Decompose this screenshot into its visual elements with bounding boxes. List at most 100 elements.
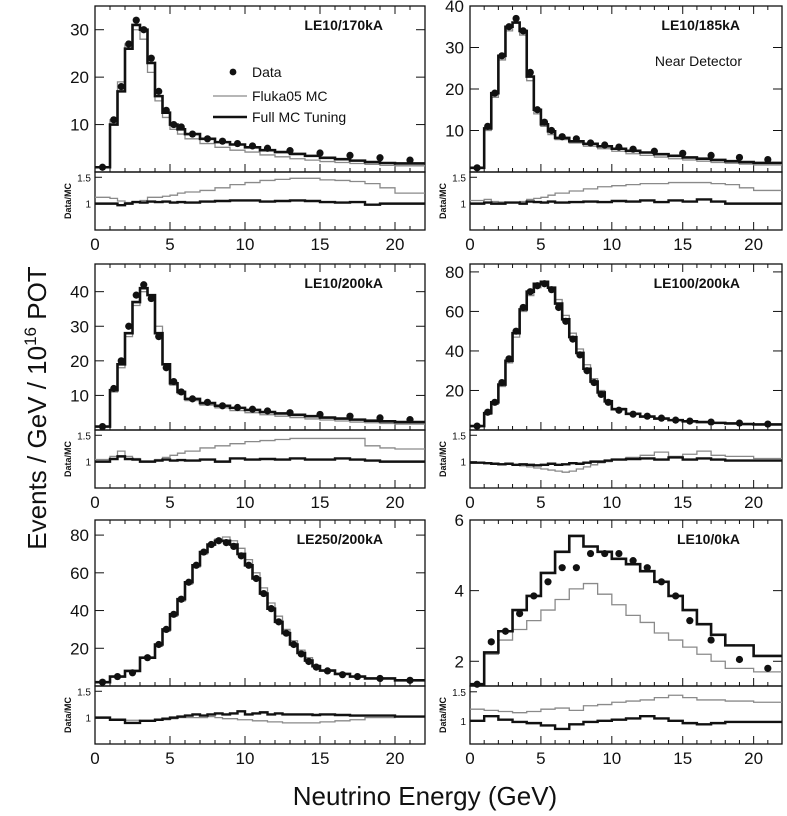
y-tick-label: 20 bbox=[70, 68, 89, 87]
data-point bbox=[519, 27, 527, 35]
x-tick-label: 10 bbox=[602, 493, 621, 512]
data-point bbox=[555, 303, 563, 312]
x-tick-label: 5 bbox=[536, 493, 545, 512]
y-tick-label: 60 bbox=[445, 302, 464, 321]
data-point bbox=[604, 398, 612, 406]
data-point bbox=[177, 388, 185, 396]
panel-label: LE10/0kA bbox=[677, 531, 740, 547]
x-tick-label: 15 bbox=[673, 749, 692, 768]
x-tick-label: 0 bbox=[90, 493, 99, 512]
ratio-fluka-histogram bbox=[95, 177, 425, 204]
data-point bbox=[562, 317, 570, 325]
ratio-fluka-histogram bbox=[95, 437, 425, 463]
data-point bbox=[679, 149, 687, 157]
data-point bbox=[346, 151, 354, 159]
legend-data-label: Data bbox=[252, 64, 282, 80]
data-point bbox=[583, 367, 591, 375]
y-axis-title: Events / GeV / 1016 POT bbox=[21, 266, 52, 549]
data-point bbox=[305, 657, 313, 666]
data-point bbox=[569, 335, 577, 343]
data-point bbox=[110, 116, 118, 124]
ratio-y-tick-label: 1 bbox=[460, 200, 466, 211]
data-point bbox=[117, 357, 125, 365]
data-point bbox=[473, 422, 481, 430]
y-tick-label: 40 bbox=[70, 602, 89, 621]
x-tick-label: 15 bbox=[311, 235, 330, 254]
ratio-y-tick-label: 1 bbox=[460, 458, 466, 469]
panel-le10-170ka: 0 5 10 15 20 10 20 30 1 1.5 Data/MC LE10/170kA bbox=[63, 5, 426, 254]
data-point bbox=[290, 640, 298, 649]
x-tick-label: 20 bbox=[386, 235, 405, 254]
data-point bbox=[540, 280, 549, 288]
data-point bbox=[544, 578, 552, 586]
data-point bbox=[297, 650, 305, 658]
data-point bbox=[346, 412, 354, 420]
data-point bbox=[501, 627, 510, 635]
data-point bbox=[162, 364, 170, 372]
fluka-histogram bbox=[95, 536, 425, 683]
data-point bbox=[735, 419, 744, 427]
data-point bbox=[147, 54, 155, 62]
data-point bbox=[406, 156, 414, 164]
data-point bbox=[98, 422, 107, 431]
data-point bbox=[110, 384, 118, 393]
y-tick-label: 60 bbox=[70, 564, 89, 583]
ratio-axis-label: Data/MC bbox=[438, 183, 448, 220]
panel-label: LE10/170kA bbox=[304, 17, 383, 33]
data-point bbox=[233, 403, 242, 412]
data-point bbox=[125, 40, 133, 48]
panel-le10-200ka: 0 5 10 15 20 10 20 30 40 1 1.5 Data/MC LE10/200kA bbox=[63, 263, 426, 512]
data-point bbox=[707, 418, 715, 426]
data-point bbox=[113, 672, 122, 681]
ratio-axis-label: Data/MC bbox=[63, 441, 73, 478]
data-point bbox=[590, 378, 598, 387]
legend-fluka-label: Fluka05 MC bbox=[252, 88, 327, 104]
data-point bbox=[601, 549, 609, 558]
y-tick-label: 30 bbox=[70, 21, 89, 40]
fluka-histogram bbox=[95, 291, 425, 428]
data-point bbox=[491, 89, 499, 97]
data-point bbox=[735, 655, 744, 664]
data-point bbox=[572, 135, 580, 143]
data-point bbox=[117, 83, 125, 91]
data-point bbox=[218, 137, 227, 145]
y-tick-label: 20 bbox=[445, 381, 464, 400]
data-point bbox=[491, 398, 499, 406]
data-point bbox=[188, 130, 197, 138]
data-point bbox=[140, 281, 148, 289]
x-tick-label: 10 bbox=[602, 235, 621, 254]
ratio-axis-label: Data/MC bbox=[63, 183, 73, 220]
ratio-tuned-histogram bbox=[470, 198, 782, 205]
data-point bbox=[312, 663, 320, 671]
data-point bbox=[512, 14, 520, 23]
data-point bbox=[376, 154, 384, 162]
data-point bbox=[519, 303, 527, 312]
data-point bbox=[316, 410, 324, 419]
x-tick-label: 20 bbox=[386, 493, 405, 512]
data-point bbox=[657, 578, 666, 586]
data-point bbox=[140, 26, 148, 34]
data-point bbox=[657, 414, 666, 422]
y-tick-label: 30 bbox=[445, 39, 464, 58]
data-point bbox=[316, 149, 324, 157]
x-tick-label: 0 bbox=[465, 749, 474, 768]
data-point bbox=[406, 676, 414, 684]
x-tick-label: 10 bbox=[236, 493, 255, 512]
x-tick-label: 10 bbox=[602, 749, 621, 768]
data-point bbox=[155, 640, 163, 649]
data-point bbox=[498, 378, 506, 387]
data-point bbox=[376, 674, 384, 683]
ratio-fluka-histogram bbox=[470, 181, 782, 204]
data-point bbox=[643, 564, 651, 572]
x-tick-label: 5 bbox=[165, 749, 174, 768]
data-point bbox=[282, 629, 290, 637]
data-point bbox=[512, 327, 520, 335]
y-tick-label: 4 bbox=[455, 582, 464, 601]
x-tick-label: 0 bbox=[90, 749, 99, 768]
data-point bbox=[473, 164, 481, 172]
data-point bbox=[132, 16, 140, 24]
ratio-y-tick-label: 1.5 bbox=[77, 687, 91, 698]
data-point bbox=[98, 678, 107, 686]
data-point bbox=[185, 578, 193, 586]
data-point bbox=[132, 291, 140, 299]
